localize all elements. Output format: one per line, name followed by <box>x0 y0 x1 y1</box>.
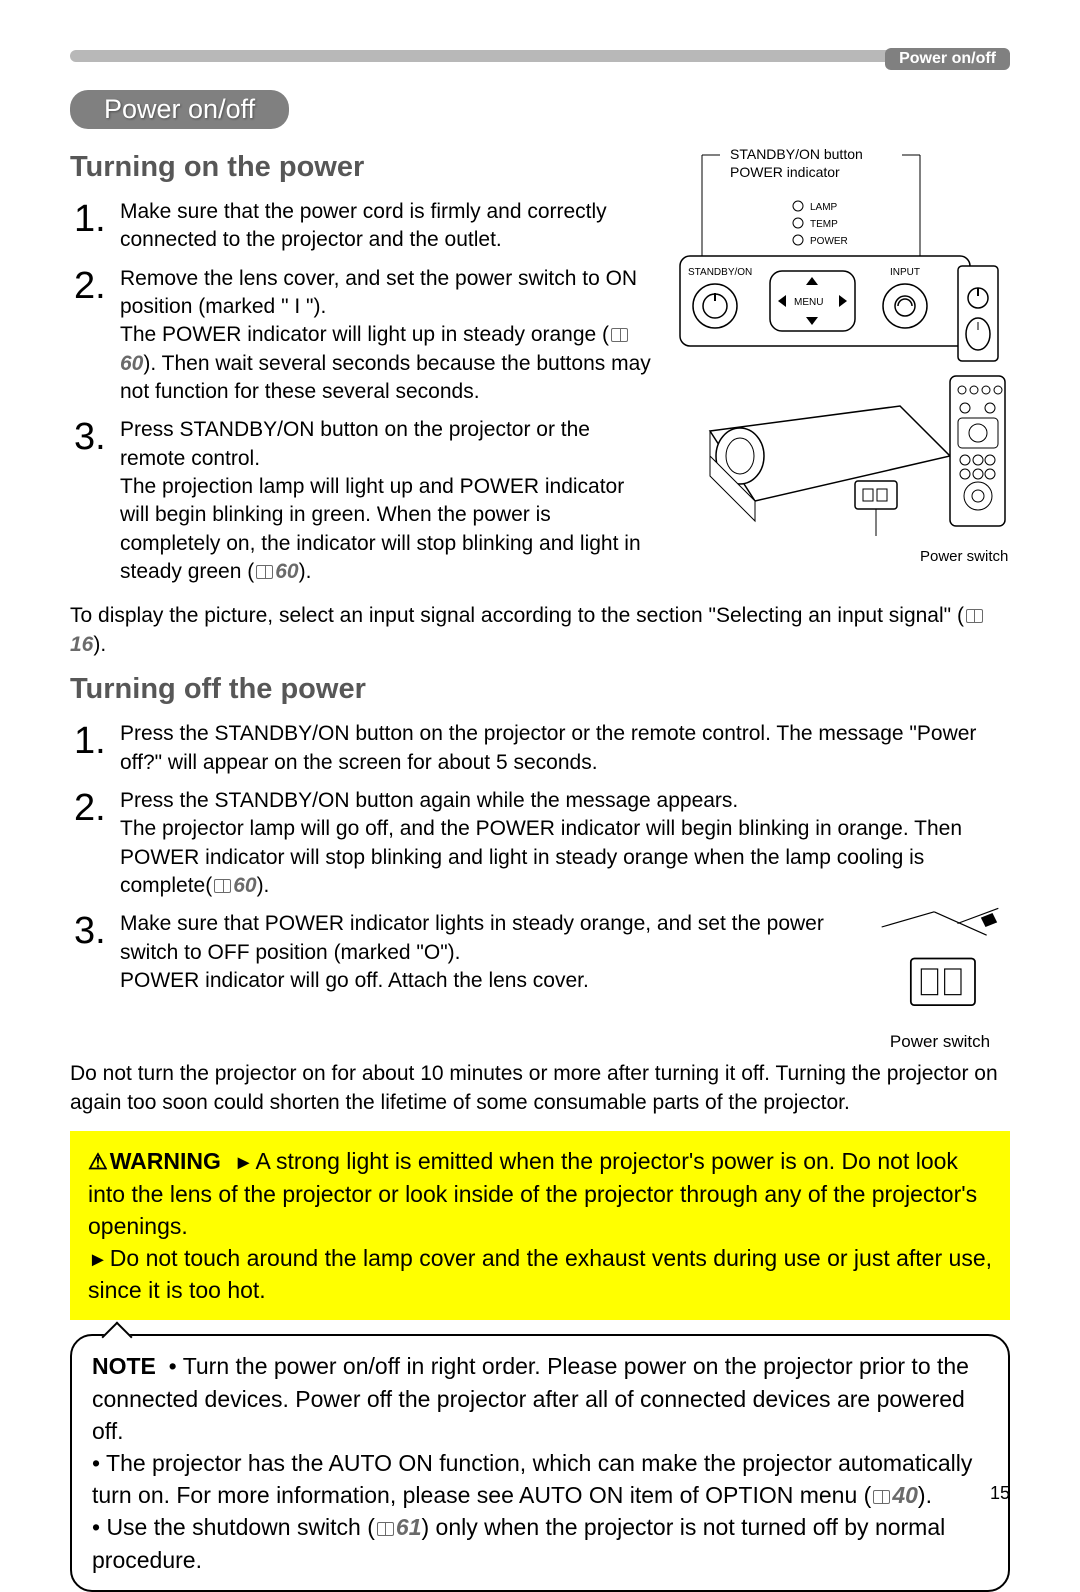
footer-post: ). <box>93 633 106 656</box>
svg-text:TEMP: TEMP <box>810 219 838 230</box>
step-number: 2 <box>74 783 106 834</box>
step-off-1: 1 Press the STANDBY/ON button on the pro… <box>70 720 1010 777</box>
content-section-on: Turning on the power 1 Make sure that th… <box>70 141 1010 596</box>
step-text: Press STANDBY/ON button on the projector… <box>120 418 590 469</box>
mini-diagram-svg <box>870 906 1010 1023</box>
book-icon <box>873 1490 890 1504</box>
step-number: 3 <box>74 412 106 463</box>
note-label: NOTE <box>92 1353 156 1379</box>
heading-turning-on: Turning on the power <box>70 151 652 184</box>
note-bullet-1: • Turn the power on/off in right order. … <box>92 1353 969 1443</box>
note-box: NOTE • Turn the power on/off in right or… <box>70 1334 1010 1591</box>
svg-text:MENU: MENU <box>794 297 823 308</box>
svg-text:STANDBY/ON: STANDBY/ON <box>688 267 752 278</box>
step-off-2: 2 Press the STANDBY/ON button again whil… <box>70 787 1010 900</box>
step-after2: ). <box>299 560 312 583</box>
book-icon <box>256 565 273 579</box>
off-footer-para: Do not turn the projector on for about 1… <box>70 1060 1010 1117</box>
triangle-icon <box>88 1245 110 1271</box>
on-footer-para: To display the picture, select an input … <box>70 602 1010 659</box>
book-icon <box>377 1522 394 1536</box>
step-number: 2 <box>74 261 106 312</box>
header-line <box>70 50 1010 62</box>
projector-diagram: STANDBY/ON button POWER indicator LAMP T… <box>670 141 1010 596</box>
page-ref: 60 <box>275 560 298 583</box>
step-on-2: 2 Remove the lens cover, and set the pow… <box>70 265 652 407</box>
step-after: The POWER indicator will light up in ste… <box>120 323 609 346</box>
step-on-3: 3 Press STANDBY/ON button on the project… <box>70 416 652 586</box>
note-bullet-2-pre: • The projector has the AUTO ON function… <box>92 1450 972 1508</box>
step-on-1: 1 Make sure that the power cord is firml… <box>70 198 652 255</box>
footer-pre: To display the picture, select an input … <box>70 604 964 627</box>
book-icon <box>611 328 628 342</box>
step-number: 1 <box>74 194 106 245</box>
page-ref: 60 <box>233 874 256 897</box>
svg-text:STANDBY/ON button: STANDBY/ON button <box>730 146 863 162</box>
header-chip: Power on/off <box>885 48 1010 70</box>
heading-turning-off: Turning off the power <box>70 673 1010 706</box>
turning-on-column: Turning on the power 1 Make sure that th… <box>70 141 652 596</box>
step-after: The projection lamp will light up and PO… <box>120 475 641 583</box>
warning-box: WARNING A strong light is emitted when t… <box>70 1131 1010 1321</box>
warning-line-2: Do not touch around the lamp cover and t… <box>88 1245 992 1303</box>
step-after: POWER indicator will go off. Attach the … <box>120 969 589 992</box>
book-icon <box>966 609 983 623</box>
diagram-svg: STANDBY/ON button POWER indicator LAMP T… <box>670 141 1010 571</box>
page-ref: 40 <box>892 1482 918 1508</box>
svg-text:LAMP: LAMP <box>810 202 838 213</box>
svg-text:INPUT: INPUT <box>890 267 920 278</box>
step-off-3: Power switch 3 Make sure that POWER indi… <box>70 910 1010 995</box>
step-after2: ). <box>257 874 270 897</box>
note-bullet-3-pre: • Use the shutdown switch ( <box>92 1514 375 1540</box>
page-ref: 16 <box>70 633 93 656</box>
page-ref: 61 <box>396 1514 422 1540</box>
step-number: 3 <box>74 906 106 957</box>
svg-text:Power switch: Power switch <box>920 548 1008 565</box>
step-number: 1 <box>74 716 106 767</box>
warning-label: WARNING <box>88 1148 221 1174</box>
page-ref: 60 <box>120 352 143 375</box>
note-bullet-2-post: ). <box>918 1482 932 1508</box>
svg-text:POWER: POWER <box>810 236 848 247</box>
step-text: Press the STANDBY/ON button again while … <box>120 789 738 812</box>
step-text: Make sure that POWER indicator lights in… <box>120 912 824 963</box>
page-number: 15 <box>990 1483 1010 1504</box>
step-text: Make sure that the power cord is firmly … <box>120 200 607 251</box>
steps-off: 1 Press the STANDBY/ON button on the pro… <box>70 720 1010 995</box>
header-bar: Power on/off <box>70 50 1010 62</box>
step-after2: ). Then wait several seconds because the… <box>120 352 651 403</box>
warning-line-1: A strong light is emitted when the proje… <box>88 1148 977 1239</box>
power-switch-diagram: Power switch <box>870 906 1010 1054</box>
triangle-icon <box>234 1148 256 1174</box>
step-text: Press the STANDBY/ON button on the proje… <box>120 722 976 773</box>
book-icon <box>214 879 231 893</box>
mini-caption: Power switch <box>870 1031 1010 1054</box>
section-tab: Power on/off <box>70 90 289 129</box>
steps-on: 1 Make sure that the power cord is firml… <box>70 198 652 586</box>
svg-text:POWER indicator: POWER indicator <box>730 164 840 180</box>
step-text: Remove the lens cover, and set the power… <box>120 267 637 318</box>
